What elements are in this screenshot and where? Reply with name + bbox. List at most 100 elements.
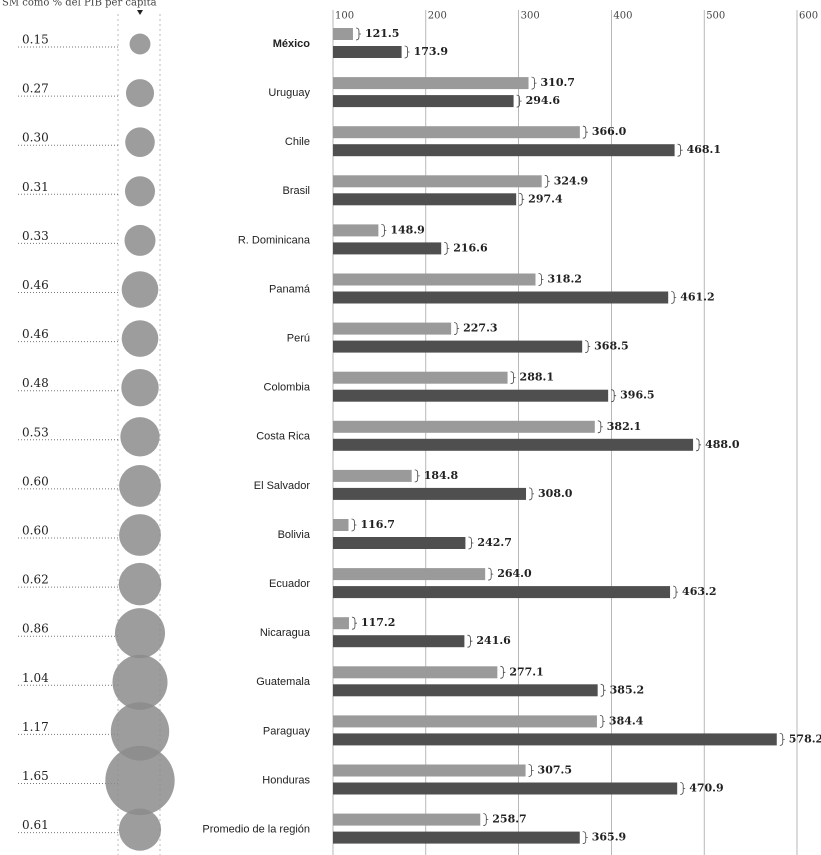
value-label: 148.9	[390, 223, 424, 236]
brace	[779, 733, 785, 746]
value-label: 121.5	[365, 27, 399, 40]
brace	[381, 224, 387, 237]
value-label: 368.5	[594, 340, 628, 353]
value-label: 173.9	[414, 45, 448, 58]
brace	[404, 45, 410, 59]
bubble	[121, 271, 159, 308]
value-label: 310.7	[541, 76, 575, 89]
bar	[333, 617, 349, 630]
bubble	[118, 562, 162, 606]
x-tick-label: 100	[335, 11, 354, 22]
value-label: 396.5	[620, 389, 654, 402]
value-label: 382.1	[607, 420, 641, 433]
category-label: Uruguay	[268, 87, 310, 99]
brace	[531, 76, 537, 90]
marker	[137, 10, 143, 15]
bubble	[125, 79, 155, 108]
value-label: 242.7	[477, 536, 511, 549]
bubble-label: 0.15	[22, 33, 49, 47]
bar	[333, 568, 486, 581]
brace	[599, 715, 605, 728]
x-tick-label: 200	[428, 11, 447, 22]
value-label: 324.9	[554, 174, 588, 187]
bubble-label: 0.60	[22, 474, 49, 488]
bubble-label: 0.33	[22, 229, 49, 243]
bubble	[105, 745, 175, 816]
value-label: 468.1	[687, 143, 721, 156]
bubble-label: 1.04	[22, 671, 49, 685]
brace	[585, 340, 591, 353]
value-label: 488.0	[705, 438, 740, 451]
bubble-label: 1.65	[22, 769, 49, 783]
category-label: Brasil	[282, 185, 310, 197]
bubble	[121, 368, 159, 407]
bar	[333, 469, 412, 482]
value-label: 470.9	[689, 782, 723, 795]
x-tick-label: 400	[613, 11, 632, 22]
bar	[333, 666, 498, 679]
brace	[528, 764, 534, 777]
value-label: 227.3	[463, 322, 497, 335]
bar	[333, 322, 452, 335]
bar	[333, 586, 671, 599]
brace	[351, 518, 357, 532]
bar	[333, 242, 442, 255]
category-label: Guatemala	[256, 676, 311, 688]
brace	[529, 487, 535, 501]
category-label: Panamá	[269, 283, 311, 295]
bubble	[119, 464, 161, 507]
brace	[600, 683, 606, 697]
bar	[333, 519, 349, 531]
bar	[333, 438, 694, 451]
x-tick-label: 600	[799, 11, 818, 22]
brace	[538, 273, 544, 286]
bubble-label: 0.61	[22, 818, 49, 832]
bar	[333, 733, 777, 746]
brace	[510, 371, 516, 385]
bubble-label: 1.17	[22, 720, 49, 734]
bubble-label: 0.86	[22, 622, 49, 636]
bubble-title: SM como % del PIB per cápita	[2, 0, 157, 9]
bubble-label: 0.27	[22, 82, 49, 96]
bar	[333, 273, 536, 286]
bubble-label: 0.53	[22, 425, 49, 439]
bubble-label: 0.46	[22, 327, 49, 341]
bubble	[121, 320, 159, 357]
category-label: Nicaragua	[260, 627, 311, 639]
bubble-label: 0.31	[22, 180, 49, 194]
brace	[680, 782, 686, 795]
bubble-label: 0.46	[22, 278, 49, 292]
bar	[333, 224, 379, 237]
bubble	[118, 808, 162, 851]
brace	[582, 125, 588, 139]
brace	[467, 634, 473, 648]
category-label: Bolivia	[278, 529, 311, 541]
category-label: Perú	[287, 333, 310, 345]
value-label: 385.2	[610, 683, 644, 696]
bar	[333, 684, 598, 697]
bar	[333, 635, 465, 648]
bubble	[114, 608, 166, 659]
brace	[671, 291, 677, 304]
bubble	[119, 514, 161, 556]
bubble-label: 0.62	[22, 573, 49, 587]
category-label: Colombia	[264, 382, 311, 394]
brace	[483, 813, 489, 826]
brace	[582, 831, 588, 844]
value-label: 366.0	[592, 125, 627, 138]
x-tick-label: 500	[706, 11, 725, 22]
brace	[454, 322, 460, 335]
value-label: 184.8	[424, 469, 459, 482]
brace	[611, 389, 617, 403]
value-label: 308.0	[538, 487, 573, 500]
category-label: Honduras	[262, 774, 310, 786]
value-label: 463.2	[682, 585, 716, 598]
category-label: R. Dominicana	[238, 234, 311, 246]
bar	[333, 46, 402, 58]
brace	[355, 27, 361, 41]
bar	[333, 77, 529, 90]
brace	[544, 174, 550, 188]
bar	[333, 420, 595, 433]
category-label: Promedio de la región	[202, 824, 310, 836]
